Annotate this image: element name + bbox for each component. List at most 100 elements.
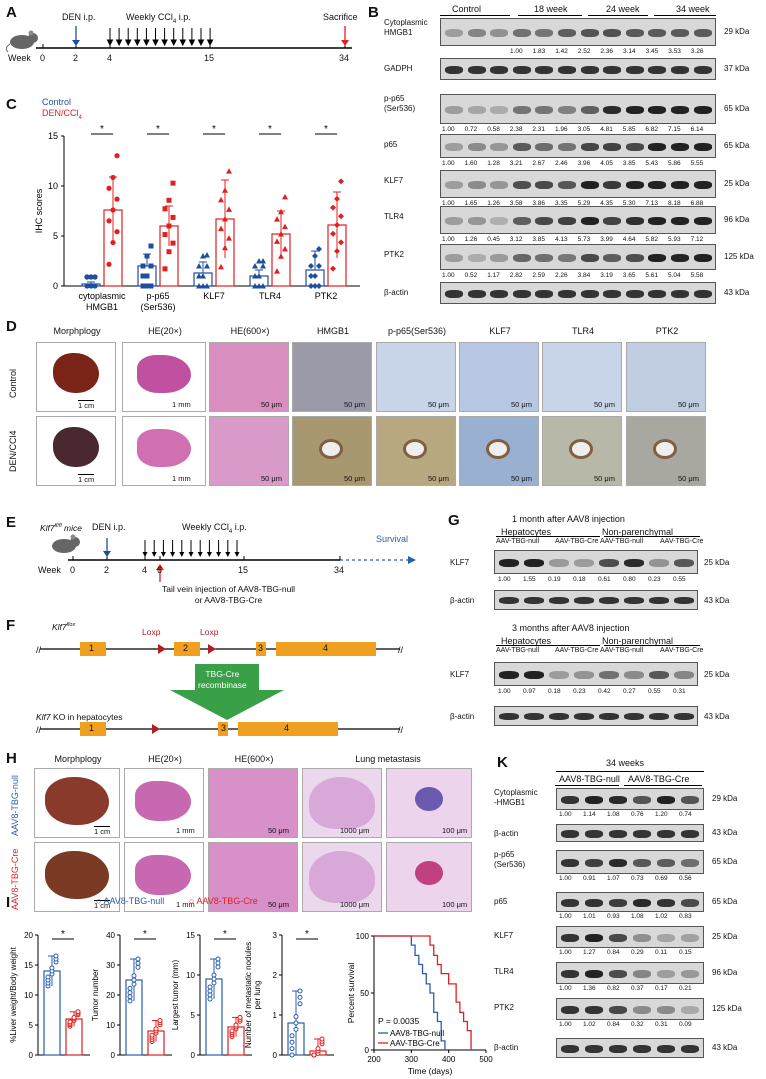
data-point: [218, 225, 224, 232]
blot-band: [633, 970, 651, 978]
quant-value: 0.93: [607, 913, 620, 920]
quant-value: 5.61: [645, 272, 659, 279]
data-point: [92, 283, 98, 289]
histology-image: [292, 416, 372, 486]
data-point: [312, 273, 318, 279]
y-axis-label: Tumor number: [91, 969, 100, 1022]
survival-chart-svg: 0 50 100 200 300 400 500 Percent survival Time (…: [346, 932, 493, 1076]
data-point: [140, 273, 146, 279]
quant-value: 6.82: [645, 126, 659, 133]
weekly-ccl4-label: Weekly CCl4 i.p.: [126, 12, 191, 25]
survival-curve: [374, 935, 472, 1050]
blot-band: [657, 830, 675, 838]
x-tick-label: 300: [405, 1055, 419, 1064]
data-point: [282, 193, 288, 200]
vessel: [653, 439, 677, 459]
blot-band: [561, 796, 579, 804]
ccl4-arrowhead: [170, 552, 176, 557]
quant-value: 0.21: [679, 985, 692, 992]
blot-band: [535, 254, 554, 262]
quant-value: 0.37: [631, 985, 644, 992]
quant-value: 0.29: [631, 949, 644, 956]
week-label: Week: [38, 565, 61, 575]
blot-band: [561, 1045, 579, 1053]
blot-image: [556, 824, 704, 842]
histology-image: [302, 768, 382, 838]
blot-band: [599, 713, 619, 720]
blot-band: [609, 1045, 627, 1053]
histology-image: [386, 768, 472, 838]
data-point: [308, 273, 314, 279]
blot-band: [657, 859, 675, 867]
data-point: [157, 1018, 163, 1023]
y-axis-label: Percent survival: [346, 963, 356, 1024]
blot-band: [693, 66, 712, 74]
data-point: [293, 1020, 299, 1026]
blot-image: [440, 282, 716, 304]
quant-value: 5.04: [668, 272, 681, 279]
blot-band: [580, 290, 599, 298]
y-tick-label: 0: [29, 1051, 34, 1060]
legend-den: DEN/CCl4: [42, 108, 82, 121]
blot-band: [561, 859, 579, 867]
k-title: 34 weeks: [606, 758, 645, 768]
week-tick: 34: [334, 565, 345, 575]
kda-label: 65 kDa: [724, 104, 750, 113]
blot-band: [693, 29, 712, 37]
blot-band: [535, 217, 554, 225]
quant-value: 0.83: [679, 913, 692, 920]
blot-band: [693, 106, 712, 114]
quant-value: 3.85: [622, 160, 636, 167]
col-header: Lung metastasis: [355, 754, 421, 764]
scale-bar: 1000 μm: [340, 900, 370, 909]
blot-image: [494, 550, 698, 574]
blot-image: [556, 998, 704, 1020]
p-value: P = 0.0035: [378, 1016, 419, 1026]
data-point: [289, 1039, 295, 1045]
data-point: [338, 213, 344, 220]
blot-band: [490, 254, 509, 262]
ccl4-arrowhead: [197, 552, 203, 557]
blot-image: [440, 18, 716, 46]
scale-bar: 50 μm: [268, 900, 289, 909]
y-tick-label: 0: [111, 1051, 116, 1060]
quant-value: 1.00: [442, 236, 455, 243]
quant-value: 1.08: [631, 913, 644, 920]
ccl4-arrowhead: [206, 552, 212, 557]
week-tick: 2: [73, 53, 79, 63]
blot-band: [490, 29, 509, 37]
blot-band: [535, 106, 554, 114]
klf7-mice-label: Klf7fl/fl mice: [40, 523, 82, 533]
quant-value: 1.00: [559, 985, 572, 992]
data-point: [127, 990, 133, 996]
blot-band: [558, 66, 576, 74]
y-tick-label: 5: [53, 231, 58, 241]
group-line: [604, 536, 700, 537]
kda-label: 43 kDa: [704, 712, 730, 721]
blot-row-label: GADPH: [384, 64, 413, 73]
data-point: [207, 996, 213, 1002]
metastasis-nodule: [415, 861, 443, 885]
construct-svg: // // // //: [36, 642, 404, 736]
blot-band: [467, 106, 486, 114]
col-header: p-p65(Ser536): [387, 326, 447, 336]
quant-value: 1.00: [498, 576, 511, 583]
blot-band: [609, 796, 627, 804]
lane-label: AAV-TBG-null: [600, 647, 644, 654]
data-point: [106, 261, 112, 267]
quant-value: 4.35: [600, 200, 613, 207]
quant-value: 1.00: [442, 200, 455, 207]
blot-band: [625, 143, 644, 151]
blot-band: [674, 559, 694, 567]
hep-label: Hepatocytes: [501, 636, 552, 646]
blot-band: [549, 713, 569, 720]
panel-label-h: H: [6, 750, 17, 767]
panel-label-i: I: [6, 894, 11, 911]
data-point: [316, 263, 322, 269]
mouse-icon: [52, 534, 80, 553]
scale-bar: 50 μm: [344, 400, 365, 409]
blot-band: [681, 934, 699, 942]
blot-band: [609, 859, 627, 867]
group-line: [518, 15, 582, 16]
week-tick: 0: [70, 565, 76, 575]
